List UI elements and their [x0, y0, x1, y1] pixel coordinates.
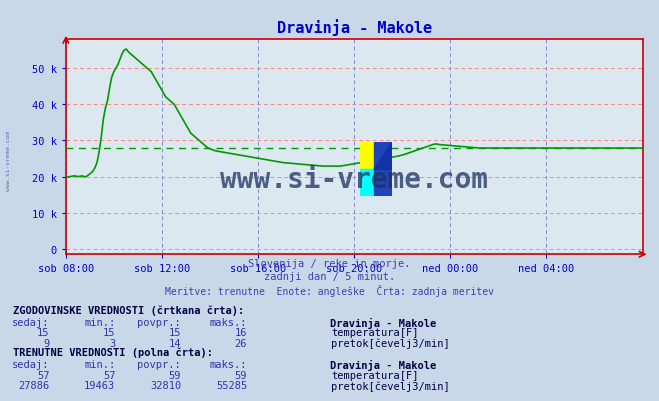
Text: ZGODOVINSKE VREDNOSTI (črtkana črta):: ZGODOVINSKE VREDNOSTI (črtkana črta): — [13, 305, 244, 315]
Text: 32810: 32810 — [150, 380, 181, 390]
Text: Dravinja - Makole: Dravinja - Makole — [330, 359, 436, 370]
Text: Slovenija / reke in morje.: Slovenija / reke in morje. — [248, 259, 411, 269]
Text: maks.:: maks.: — [210, 317, 247, 327]
Text: min.:: min.: — [84, 359, 115, 369]
Text: 14: 14 — [169, 338, 181, 348]
Text: temperatura[F]: temperatura[F] — [331, 328, 419, 338]
Text: maks.:: maks.: — [210, 359, 247, 369]
Text: 15: 15 — [169, 328, 181, 338]
Text: 15: 15 — [103, 328, 115, 338]
Text: 15: 15 — [37, 328, 49, 338]
Text: www.si-vreme.com: www.si-vreme.com — [6, 130, 11, 190]
Text: min.:: min.: — [84, 317, 115, 327]
Text: 3: 3 — [109, 338, 115, 348]
Text: 19463: 19463 — [84, 380, 115, 390]
Text: Dravinja - Makole: Dravinja - Makole — [330, 317, 436, 328]
Text: 59: 59 — [169, 370, 181, 380]
Text: povpr.:: povpr.: — [138, 359, 181, 369]
Text: 9: 9 — [43, 338, 49, 348]
Text: pretok[čevelj3/min]: pretok[čevelj3/min] — [331, 380, 450, 391]
Text: 57: 57 — [37, 370, 49, 380]
Text: 59: 59 — [235, 370, 247, 380]
Text: sedaj:: sedaj: — [12, 317, 49, 327]
Text: 57: 57 — [103, 370, 115, 380]
Text: 16: 16 — [235, 328, 247, 338]
Text: TRENUTNE VREDNOSTI (polna črta):: TRENUTNE VREDNOSTI (polna črta): — [13, 347, 213, 357]
Text: Meritve: trenutne  Enote: angleške  Črta: zadnja meritev: Meritve: trenutne Enote: angleške Črta: … — [165, 284, 494, 296]
Text: www.si-vreme.com: www.si-vreme.com — [220, 166, 488, 194]
Text: sedaj:: sedaj: — [12, 359, 49, 369]
Text: zadnji dan / 5 minut.: zadnji dan / 5 minut. — [264, 271, 395, 282]
Title: Dravinja - Makole: Dravinja - Makole — [277, 19, 432, 36]
Text: 27886: 27886 — [18, 380, 49, 390]
Text: 55285: 55285 — [216, 380, 247, 390]
Text: pretok[čevelj3/min]: pretok[čevelj3/min] — [331, 338, 450, 348]
Text: temperatura[F]: temperatura[F] — [331, 370, 419, 380]
Text: povpr.:: povpr.: — [138, 317, 181, 327]
Text: 26: 26 — [235, 338, 247, 348]
